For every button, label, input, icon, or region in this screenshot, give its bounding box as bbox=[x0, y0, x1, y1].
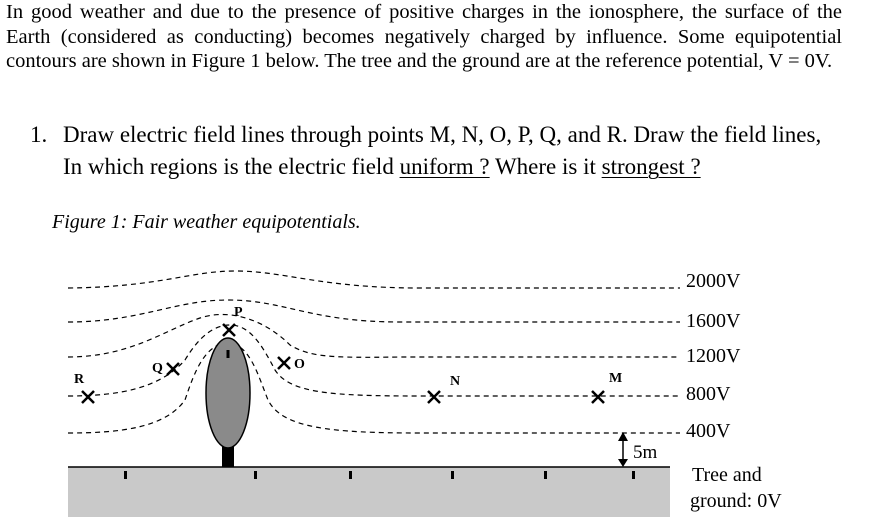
figure-caption: Figure 1: Fair weather equipotentials. bbox=[52, 211, 361, 233]
underlined-text: strongest ? bbox=[601, 154, 701, 179]
potential-label: 2000V bbox=[686, 270, 741, 292]
point-marker bbox=[166, 362, 180, 376]
point-label: O bbox=[294, 357, 305, 372]
scale-arrows bbox=[618, 432, 628, 467]
point-marker bbox=[81, 390, 95, 404]
equipotential bbox=[67, 341, 680, 434]
paragraph: In good weather and due to the presence … bbox=[6, 1, 842, 72]
potential-label: 1200V bbox=[686, 345, 741, 367]
point-marker bbox=[222, 323, 236, 337]
point-label: N bbox=[450, 374, 460, 389]
scale-label: 5m bbox=[633, 442, 658, 463]
point-label: P bbox=[234, 305, 243, 320]
question-line: Draw electric field lines through points… bbox=[63, 122, 822, 147]
point-label: M bbox=[609, 371, 622, 386]
equipotential bbox=[67, 324, 680, 397]
equipotential bbox=[67, 270, 680, 289]
point-marker bbox=[277, 356, 291, 370]
ground-ticks bbox=[124, 471, 635, 479]
point-label: R bbox=[74, 372, 85, 387]
text: Where is it bbox=[489, 154, 602, 179]
ground-label: ground: 0V bbox=[690, 490, 782, 512]
potential-label: 400V bbox=[686, 420, 731, 442]
ground-label: Tree and bbox=[692, 464, 762, 486]
underlined-text: uniform ? bbox=[399, 154, 490, 179]
equipotential bbox=[67, 299, 680, 323]
point-marker bbox=[591, 390, 605, 404]
point-label: Q bbox=[152, 361, 163, 376]
text: In which regions is the electric field bbox=[63, 154, 400, 179]
tree-trunk bbox=[222, 445, 234, 467]
ground bbox=[68, 467, 670, 517]
point-marker bbox=[427, 390, 441, 404]
equipotential bbox=[67, 313, 680, 358]
question-line: In which regions is the electric field u… bbox=[63, 154, 701, 180]
question-number: 1. bbox=[30, 122, 48, 147]
potential-label: 800V bbox=[686, 383, 731, 405]
potential-label: 1600V bbox=[686, 310, 741, 332]
tree-crown bbox=[205, 337, 251, 449]
